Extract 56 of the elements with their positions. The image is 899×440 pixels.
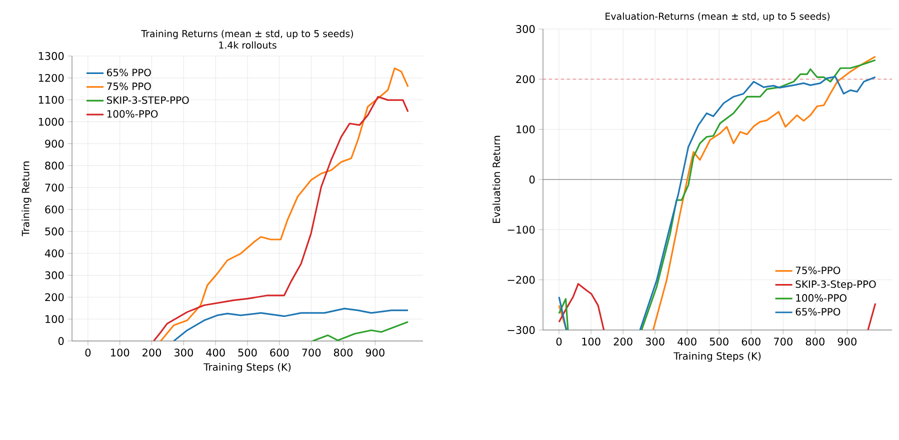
y-tick-label: 900 [45,140,64,148]
x-tick-label: 0 [556,338,562,346]
x-tick-label: 500 [238,348,257,357]
y-tick-label: 800 [45,162,64,170]
y-axis-title: Training Return [22,162,32,236]
legend-label: 75% PPO [107,82,151,90]
chart-subtitle: 1.4k rollouts [219,41,276,49]
legend-label: 75%-PPO [796,266,840,274]
y-tick-label: 1200 [38,74,64,82]
y-tick-label: 100 [516,125,535,134]
y-tick-label: 600 [45,206,64,214]
x-tick-label: 400 [678,338,696,346]
x-tick-label: 600 [742,338,760,346]
x-axis-title: Training Steps (K) [674,352,761,362]
x-tick-label: 200 [142,348,162,357]
x-tick-label: 100 [111,348,130,357]
y-tick-label: 500 [45,227,64,236]
x-tick-label: 900 [366,348,384,357]
y-tick-label: 0 [529,176,535,184]
x-tick-label: 400 [206,348,225,357]
legend-label: 65%-PPO [796,308,840,316]
chart-title: Training Returns (mean ± std, up to 5 seeds) [141,30,353,40]
x-tick-label: 500 [710,338,728,346]
legend-label: 65% PPO [107,68,151,76]
x-tick-label: 100 [582,338,600,346]
legend-label: SKIP-3-STEP-PPO [106,96,189,104]
y-tick-label: 1000 [38,118,64,126]
y-tick-label: −300 [508,326,535,334]
x-tick-label: 200 [614,338,632,346]
y-tick-label: 100 [46,315,64,324]
y-tick-label: 300 [516,25,535,33]
x-tick-label: 300 [646,338,664,346]
chart-title: Evaluation-Returns (mean ± std, up to 5 seeds) [606,12,830,22]
y-tick-label: 1300 [38,52,64,60]
y-tick-label: 200 [516,75,535,84]
y-tick-label: −100 [508,226,535,234]
x-tick-label: 600 [270,348,289,357]
legend-label: 100%-PPO [796,294,846,302]
y-axis-title: Evaluation Return [492,136,500,223]
y-tick-label: 300 [45,271,64,280]
x-axis-title: Training Steps (K) [204,363,291,373]
legend-label: SKIP-3-Step-PPO [796,280,876,290]
y-tick-label: −200 [508,276,535,284]
legend-label: 100%-PPO [107,110,158,118]
x-tick-label: 300 [174,348,193,357]
y-tick-label: 200 [45,293,64,302]
x-tick-label: 900 [838,338,856,346]
x-tick-label: 800 [806,338,824,346]
x-tick-label: 700 [774,338,792,346]
y-tick-label: 400 [44,249,64,258]
y-tick-label: 1100 [38,96,64,104]
y-tick-label: 700 [45,184,64,192]
x-tick-label: 800 [334,348,353,357]
x-tick-label: 700 [302,348,321,357]
x-tick-label: 0 [85,348,91,357]
line-series [172,308,409,341]
